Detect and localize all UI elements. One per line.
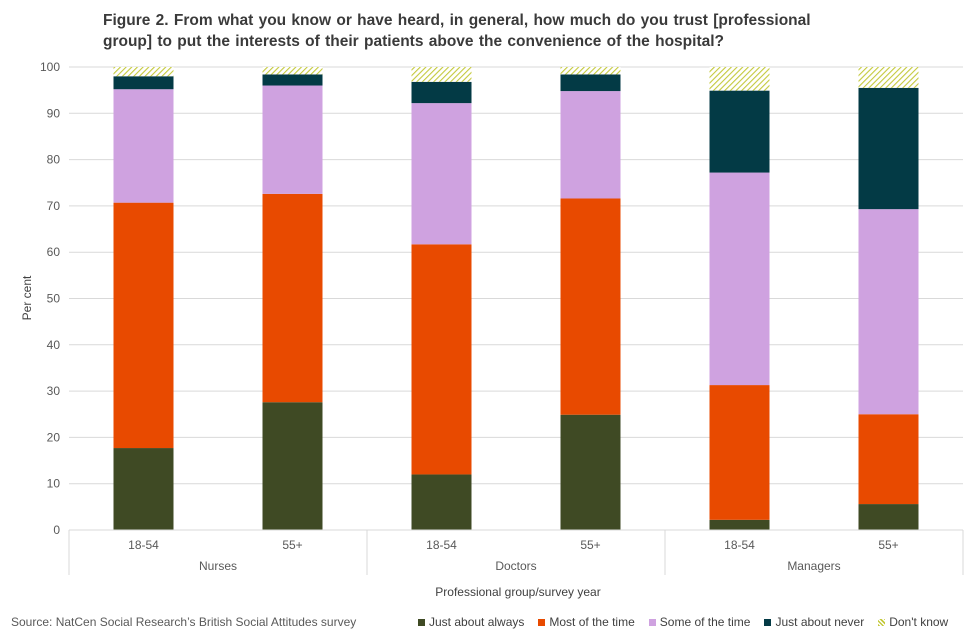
- x-tick-label: 55+: [878, 538, 898, 552]
- y-tick-label: 60: [47, 245, 61, 259]
- y-tick-label: 100: [40, 60, 60, 74]
- chart-title-line-1: Figure 2. From what you know or have hea…: [103, 12, 811, 29]
- bar-segment-just-about-always: [560, 414, 621, 530]
- legend-swatch: [418, 618, 425, 626]
- x-group-label: Nurses: [199, 559, 237, 573]
- bar-segment-some-of-the-time: [113, 89, 174, 203]
- bar-segment-dont-know: [113, 67, 174, 77]
- bar-segment-dont-know: [262, 67, 323, 75]
- x-tick-label: 18-54: [426, 538, 457, 552]
- y-tick-label: 50: [47, 292, 61, 306]
- y-tick-label: 40: [47, 338, 61, 352]
- bar-segment-just-about-always: [262, 402, 323, 530]
- bar-segment-just-about-always: [411, 474, 472, 530]
- legend-label: Don't know: [889, 615, 949, 629]
- y-tick-label: 10: [47, 477, 61, 491]
- bar-segment-dont-know: [709, 67, 770, 91]
- bar-segment-some-of-the-time: [709, 172, 770, 386]
- bar-segment-dont-know: [858, 67, 919, 88]
- x-axis-title: Professional group/survey year: [435, 585, 600, 599]
- x-tick-label: 55+: [282, 538, 302, 552]
- legend-item-most-of-the-time: Most of the time: [538, 615, 635, 629]
- chart-legend: Just about always Most of the time Some of…: [418, 615, 948, 629]
- y-axis-ticks: 0 10 20 30 40 50 60 70 80 90 100: [40, 60, 60, 537]
- y-tick-label: 90: [47, 106, 61, 120]
- legend-item-dont-know: Don't know: [878, 615, 948, 629]
- y-tick-label: 70: [47, 199, 61, 213]
- legend-swatch: [764, 618, 772, 626]
- chart-title-line-2: group] to put the interests of their pat…: [103, 33, 724, 50]
- legend-item-just-about-always: Just about always: [418, 615, 524, 629]
- y-tick-label: 30: [47, 384, 61, 398]
- bar-segment-just-about-never: [858, 87, 919, 210]
- bar-segment-just-about-always: [858, 504, 919, 530]
- bar-segment-most-of-the-time: [262, 193, 323, 403]
- bar-segment-some-of-the-time: [560, 91, 621, 199]
- bar-segment-just-about-never: [411, 81, 472, 104]
- bar-segment-some-of-the-time: [411, 103, 472, 245]
- bar-segment-most-of-the-time: [709, 385, 770, 520]
- legend-label: Some of the time: [659, 615, 751, 629]
- source-note: Source: NatCen Social Research’s British…: [11, 615, 357, 629]
- y-tick-label: 0: [53, 523, 60, 537]
- x-group-label: Managers: [787, 559, 840, 573]
- chart-title: Figure 2. From what you know or have hea…: [103, 10, 923, 52]
- bar-segment-most-of-the-time: [113, 202, 174, 449]
- y-tick-label: 20: [47, 430, 61, 444]
- bar-segment-just-about-never: [709, 90, 770, 173]
- y-tick-label: 80: [47, 153, 61, 167]
- x-tick-label: 55+: [580, 538, 600, 552]
- x-group-label: Doctors: [495, 559, 536, 573]
- bar-segment-just-about-never: [113, 76, 174, 90]
- x-tick-label: 18-54: [724, 538, 755, 552]
- legend-swatch: [648, 618, 656, 626]
- bar-segment-some-of-the-time: [262, 85, 323, 194]
- legend-label: Just about always: [429, 615, 525, 629]
- bar-segment-some-of-the-time: [858, 209, 919, 415]
- bar-segment-just-about-always: [709, 519, 770, 530]
- legend-item-just-about-never: Just about never: [764, 615, 864, 629]
- y-axis-title: Per cent: [20, 275, 34, 320]
- bar-segment-just-about-always: [113, 448, 174, 530]
- legend-swatch: [878, 618, 886, 626]
- gridlines: [69, 66, 963, 485]
- bar-segment-most-of-the-time: [858, 414, 919, 505]
- legend-item-some-of-the-time: Some of the time: [648, 615, 751, 629]
- bar-segment-most-of-the-time: [560, 198, 621, 415]
- x-tick-label: 18-54: [128, 538, 159, 552]
- bar-stacks: [113, 67, 919, 530]
- legend-label: Most of the time: [549, 615, 635, 629]
- legend-swatch: [538, 618, 546, 626]
- bar-segment-dont-know: [560, 67, 621, 75]
- bar-segment-most-of-the-time: [411, 244, 472, 475]
- legend-label: Just about never: [775, 615, 865, 629]
- bar-segment-just-about-never: [262, 74, 323, 86]
- x-axis: 18-54 55+ 18-54 55+ 18-54 55+ Nurses Doctors Man…: [68, 529, 964, 575]
- bar-segment-just-about-never: [560, 74, 621, 92]
- bar-segment-dont-know: [411, 67, 472, 82]
